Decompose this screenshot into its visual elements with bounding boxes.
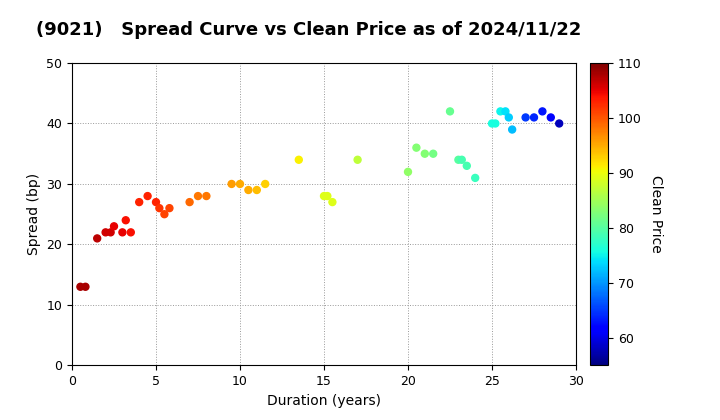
Point: [251, 186, 263, 193]
Point: [259, 181, 271, 187]
Point: [158, 211, 170, 218]
Point: [461, 163, 472, 169]
Point: [545, 114, 557, 121]
Point: [456, 156, 467, 163]
Point: [184, 199, 195, 205]
Point: [80, 284, 91, 290]
Point: [520, 114, 531, 121]
Point: [554, 120, 565, 127]
Point: [428, 150, 439, 157]
Point: [75, 284, 86, 290]
Point: [105, 229, 117, 236]
Point: [528, 114, 540, 121]
Point: [243, 186, 254, 193]
Point: [117, 229, 128, 236]
Y-axis label: Clean Price: Clean Price: [649, 175, 663, 253]
Point: [506, 126, 518, 133]
Point: [91, 235, 103, 242]
Point: [163, 205, 175, 212]
Point: [318, 193, 330, 199]
Y-axis label: Spread (bp): Spread (bp): [27, 173, 41, 255]
Point: [495, 108, 506, 115]
Point: [486, 120, 498, 127]
Point: [293, 156, 305, 163]
Point: [150, 199, 162, 205]
Point: [153, 205, 165, 212]
Point: [352, 156, 364, 163]
Point: [402, 168, 414, 175]
Point: [108, 223, 120, 230]
Point: [503, 114, 515, 121]
Point: [490, 120, 501, 127]
Point: [201, 193, 212, 199]
Point: [444, 108, 456, 115]
Point: [453, 156, 464, 163]
Point: [234, 181, 246, 187]
Point: [120, 217, 132, 223]
Point: [142, 193, 153, 199]
Point: [327, 199, 338, 205]
Point: [192, 193, 204, 199]
X-axis label: Duration (years): Duration (years): [267, 394, 381, 408]
Point: [410, 144, 422, 151]
Point: [469, 175, 481, 181]
Point: [133, 199, 145, 205]
Text: (9021)   Spread Curve vs Clean Price as of 2024/11/22: (9021) Spread Curve vs Clean Price as of…: [36, 21, 581, 39]
Point: [419, 150, 431, 157]
Point: [500, 108, 511, 115]
Point: [536, 108, 548, 115]
Point: [100, 229, 112, 236]
Point: [125, 229, 137, 236]
Point: [226, 181, 238, 187]
Point: [322, 193, 333, 199]
